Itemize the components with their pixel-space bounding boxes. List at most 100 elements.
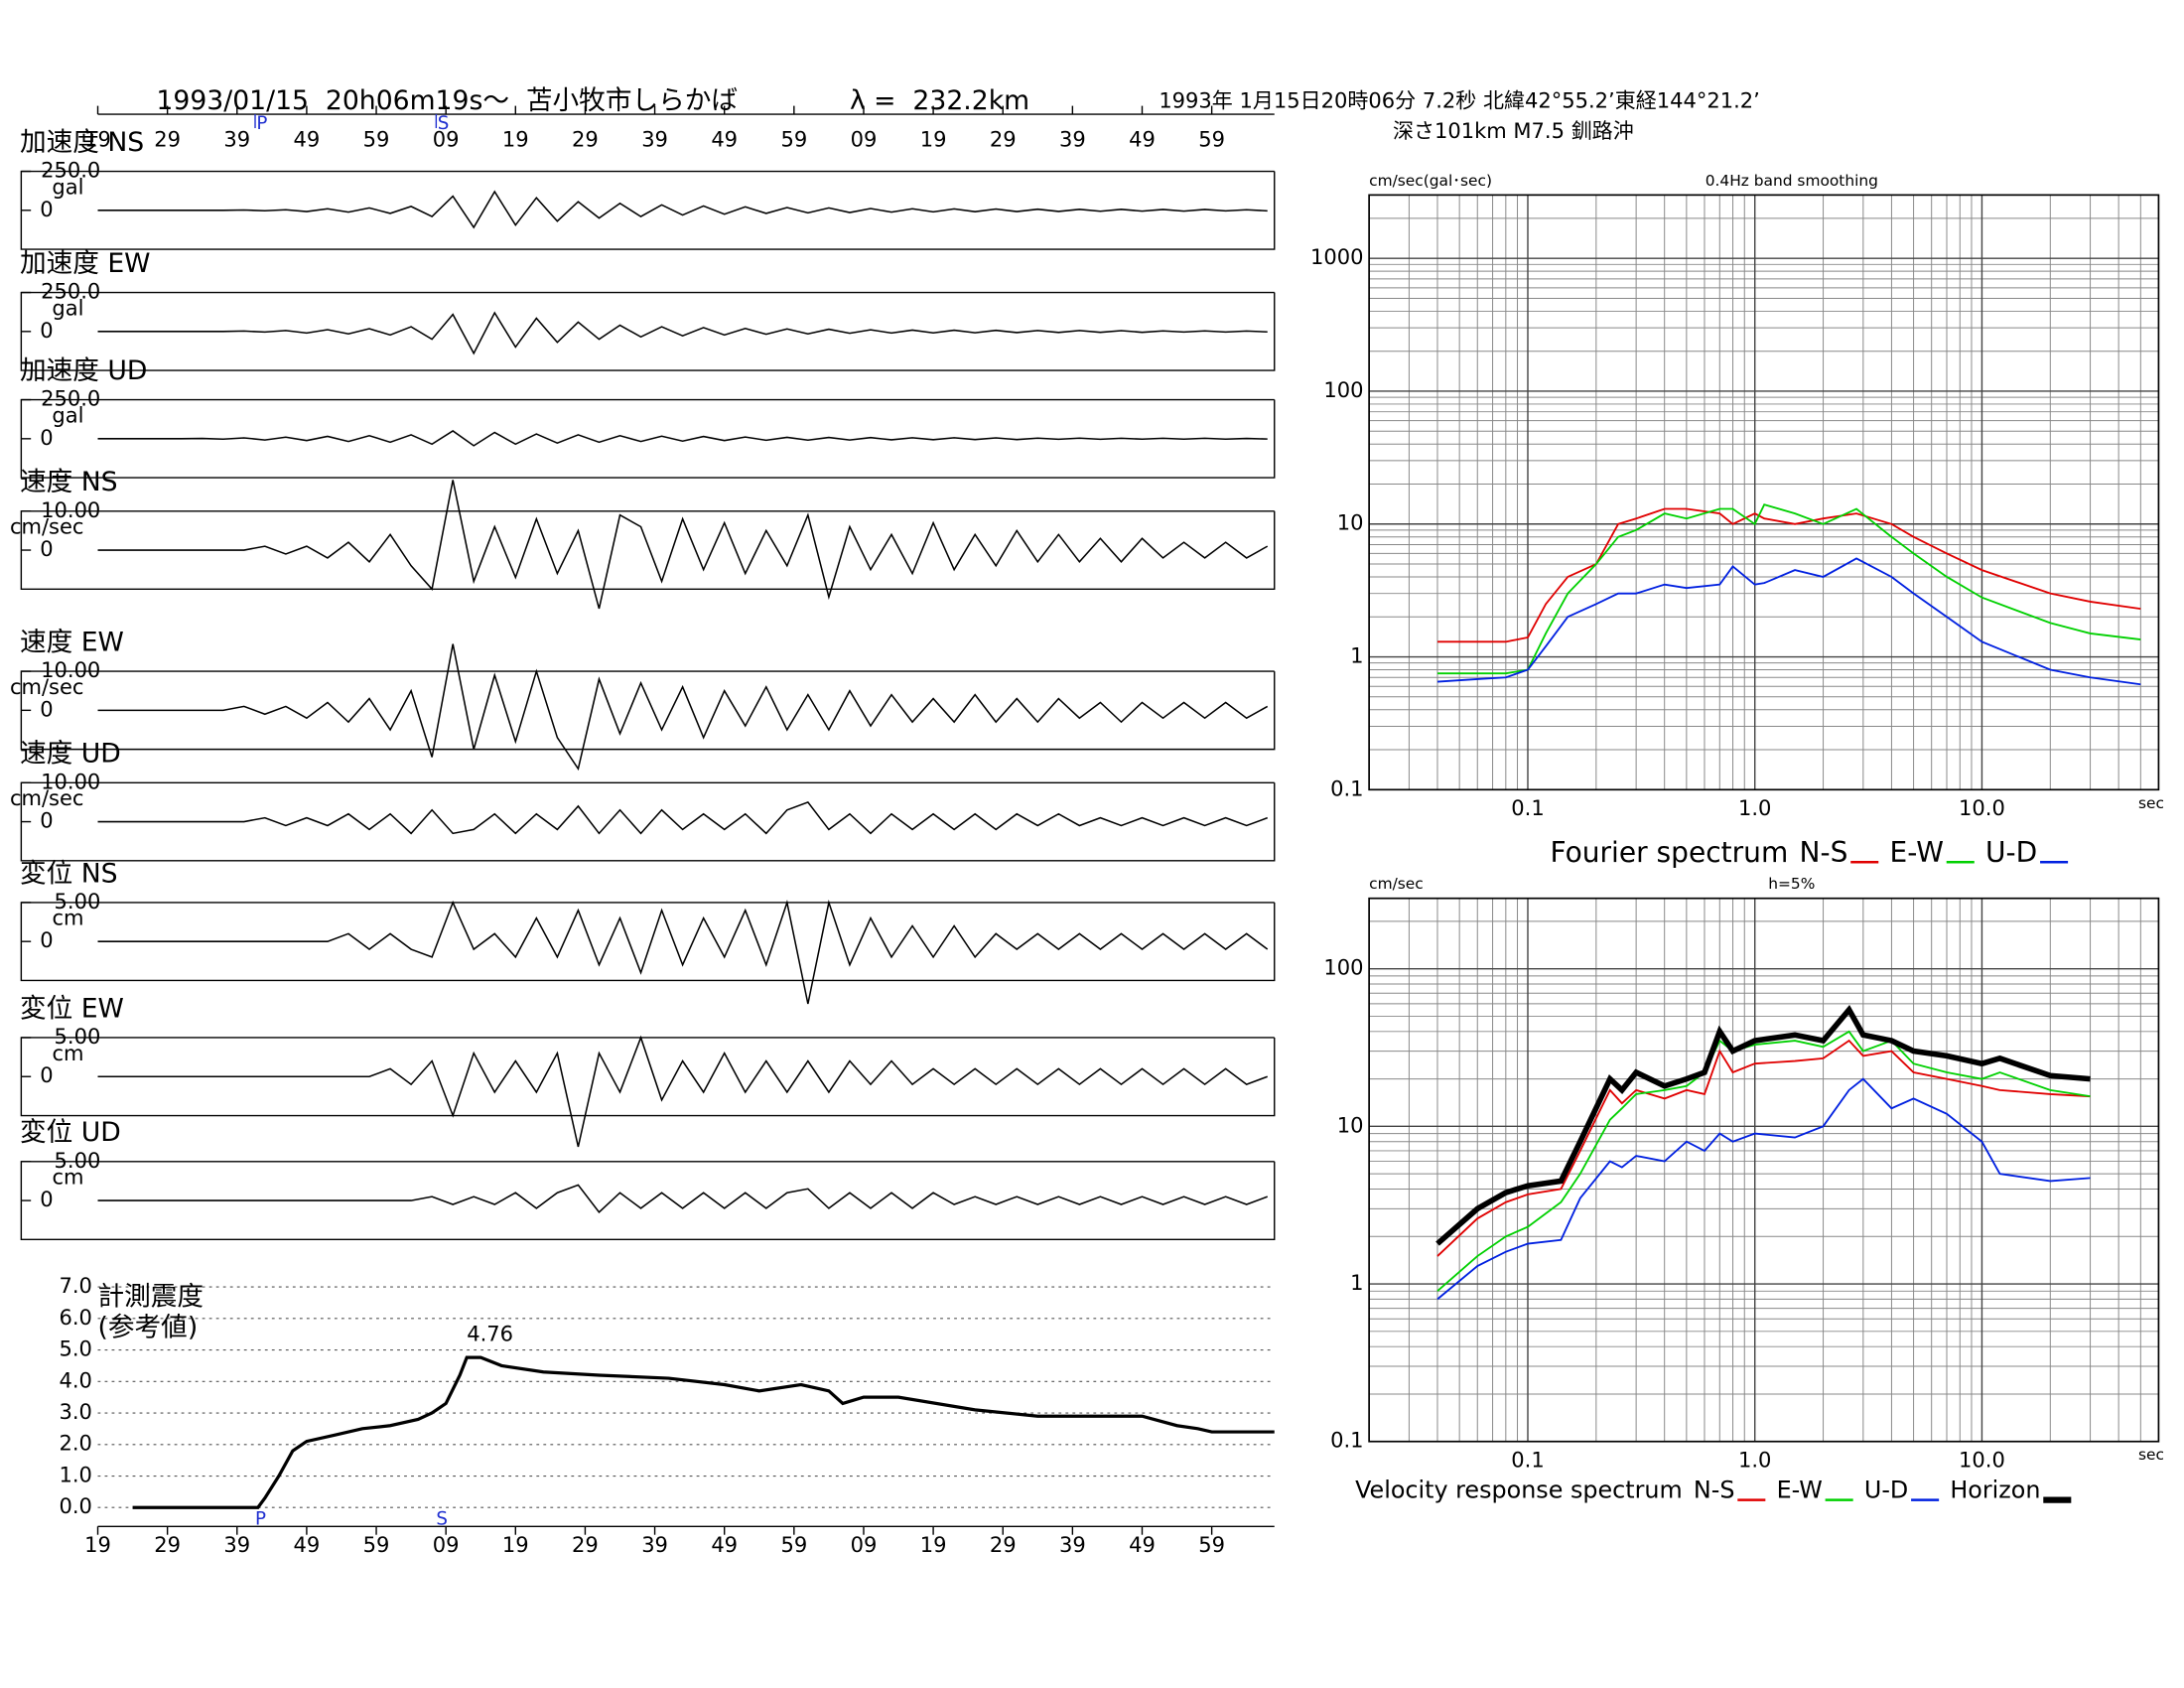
x-tick-label: 39 — [641, 1532, 668, 1557]
x-tick-label: 49 — [711, 127, 738, 152]
x-tick-label: 0.1 — [1511, 1447, 1544, 1472]
y-tick-label: 3.0 — [59, 1399, 91, 1424]
trace-frame — [20, 170, 1276, 250]
x-tick-label: 59 — [1198, 1532, 1225, 1557]
trace-name: 速度 UD — [20, 739, 121, 770]
chart-title: 0.4Hz band smoothing — [1706, 172, 1878, 190]
y-tick-label: 0.0 — [59, 1493, 91, 1518]
x-tick-label: 59 — [780, 1532, 807, 1557]
x-tick-label: 49 — [711, 1532, 738, 1557]
x-tick-label: 10.0 — [1959, 795, 2005, 820]
spectrum-line — [1436, 507, 2141, 643]
waveform — [97, 1184, 1269, 1214]
y-tick-label: 0 — [40, 318, 53, 343]
plot-frame — [1368, 897, 2160, 1443]
x-tick-label: 59 — [363, 127, 390, 152]
x-tick-label: 29 — [154, 127, 181, 152]
x-tick-label: 39 — [223, 127, 250, 152]
trace-unit: cm — [52, 906, 83, 930]
y-tick-label: 10.00 — [41, 497, 100, 522]
trace-name: 変位 EW — [20, 993, 124, 1024]
phase-label: P — [256, 113, 267, 134]
depth-info: 深さ101km M7.5 釧路沖 — [1393, 118, 1634, 143]
x-tick-label: 59 — [1198, 127, 1225, 152]
trace-name: 変位 NS — [20, 858, 118, 889]
spectrum-line — [1436, 503, 2141, 675]
x-tick-label: 19 — [84, 127, 111, 152]
y-tick-label: 0 — [40, 808, 53, 833]
x-tick-label: 29 — [990, 127, 1017, 152]
trace-name: 変位 UD — [20, 1117, 121, 1148]
y-tick-label: 0 — [40, 1062, 53, 1087]
trace-frame — [20, 510, 1276, 591]
origin-info: 1993年 1月15日20時06分 7.2秒 北緯42°55.2’東経144°2… — [1159, 87, 1760, 112]
x-tick-label: 29 — [154, 1532, 181, 1557]
trace-frame — [20, 902, 1276, 982]
y-tick-label: 100 — [1323, 955, 1363, 980]
waveform — [97, 800, 1269, 835]
y-tick-label: 5.00 — [55, 889, 101, 914]
legend-title: Velocity response spectrum — [1355, 1477, 1683, 1504]
legend-label: N-S — [1694, 1477, 1735, 1504]
spectrum-line — [1436, 557, 2141, 686]
trace-name: 速度 EW — [20, 628, 124, 658]
x-tick-label: 49 — [294, 1532, 321, 1557]
spectrum-line — [1435, 1004, 2091, 1246]
trace-unit: cm/sec — [10, 514, 84, 539]
y-tick-label: 250.0 — [41, 158, 100, 183]
intensity-line — [132, 1355, 1275, 1509]
y-axis-label: 計測震度 — [98, 1282, 205, 1313]
y-tick-label: 0 — [40, 1187, 53, 1211]
x-tick-label: 29 — [572, 127, 599, 152]
spectrum-line — [1436, 1077, 2091, 1301]
x-tick-label: 19 — [920, 127, 947, 152]
trace-unit: cm — [52, 1165, 83, 1190]
x-tick-label: 19 — [502, 127, 529, 152]
trace-unit: gal — [52, 174, 83, 199]
x-tick-label: 19 — [920, 1532, 947, 1557]
y-axis-label: cm/sec — [1369, 875, 1424, 893]
y-tick-label: 0 — [40, 197, 53, 221]
y-tick-label: 2.0 — [59, 1431, 91, 1456]
legend-label: Horizon — [1950, 1477, 2040, 1504]
trace-frame — [20, 1037, 1276, 1117]
legend-label: U-D — [1864, 1477, 1908, 1504]
waveform — [97, 190, 1268, 229]
phase-label: S — [436, 1508, 448, 1529]
trace-frame — [20, 291, 1276, 371]
legend-label: U-D — [1985, 836, 2037, 869]
phase-label: S — [438, 113, 450, 134]
x-tick-label: 49 — [1129, 1532, 1156, 1557]
waveform — [97, 1035, 1269, 1148]
phase-label: P — [255, 1508, 266, 1529]
x-tick-label: 09 — [851, 127, 878, 152]
x-tick-label: 09 — [433, 1532, 460, 1557]
y-tick-label: 1000 — [1310, 244, 1363, 269]
y-tick-label: 250.0 — [41, 386, 100, 411]
x-tick-label: 1.0 — [1738, 795, 1771, 820]
waveform — [97, 643, 1269, 772]
trace-name: 加速度 EW — [20, 248, 151, 279]
trace-frame — [20, 781, 1276, 862]
y-tick-label: 10 — [1337, 1112, 1364, 1137]
y-tick-label: 250.0 — [41, 279, 100, 304]
y-tick-label: 10.00 — [41, 657, 100, 682]
legend-label: E-W — [1889, 836, 1943, 869]
x-axis-label: sec — [2138, 794, 2164, 812]
y-axis-label: (参考値) — [98, 1313, 199, 1343]
y-tick-label: 1 — [1350, 1270, 1363, 1295]
trace-unit: gal — [52, 402, 83, 427]
y-tick-label: 0 — [40, 536, 53, 561]
y-tick-label: 1 — [1350, 643, 1363, 668]
waveform — [97, 430, 1268, 447]
y-tick-label: 6.0 — [59, 1305, 91, 1330]
y-tick-label: 10.00 — [41, 769, 100, 793]
x-tick-label: 49 — [294, 127, 321, 152]
distance: λ = 232.2km — [850, 85, 1029, 116]
y-tick-label: 0 — [40, 425, 53, 450]
y-tick-label: 5.00 — [55, 1024, 101, 1049]
trace-name: 速度 NS — [20, 467, 118, 497]
x-tick-label: 19 — [84, 1532, 111, 1557]
